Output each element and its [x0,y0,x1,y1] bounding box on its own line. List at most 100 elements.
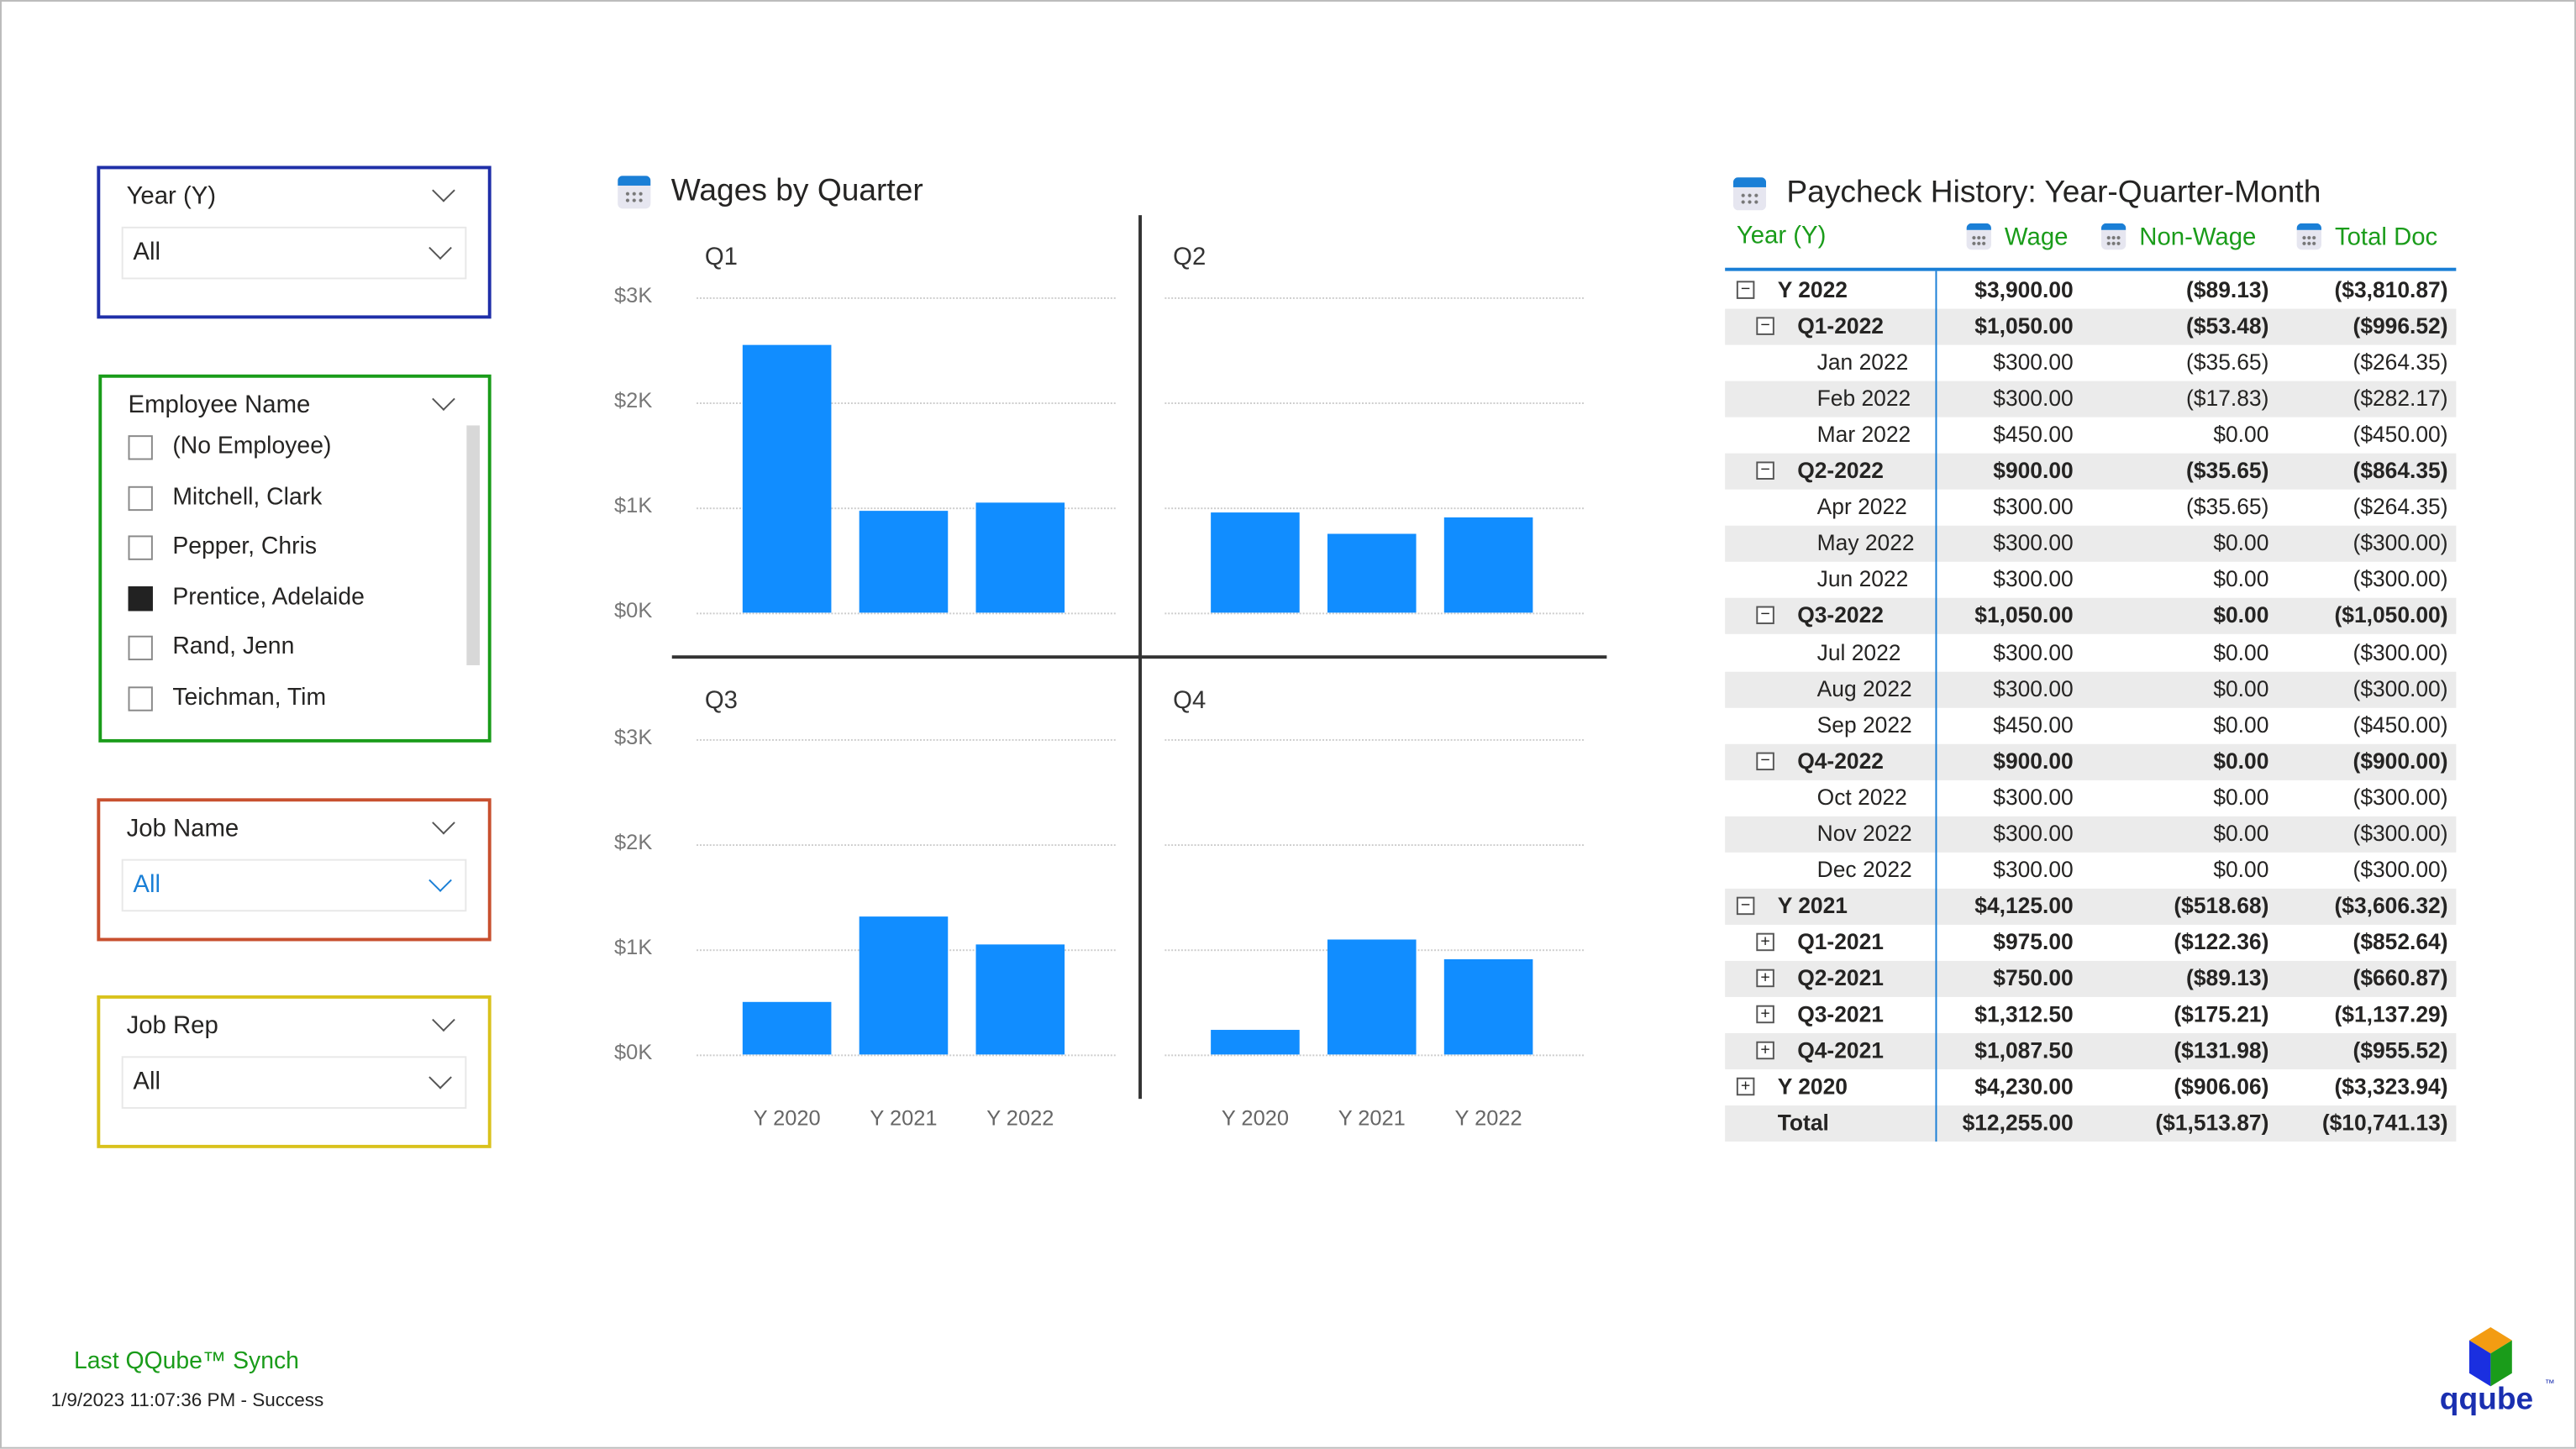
row-header-divider [1935,270,1937,1142]
y-tick-label: $0K [614,1039,653,1065]
row-label: Y 2022 [1777,277,1848,302]
job-rep-dropdown[interactable]: All [121,1056,467,1109]
year-dropdown[interactable]: All [121,226,467,280]
y-tick-label: $2K [614,387,653,412]
column-header-year[interactable]: Year (Y) [1736,221,1827,250]
bar-Q4-Y2022[interactable] [1443,959,1533,1055]
collapse-icon[interactable]: − [1756,461,1774,480]
gridline [697,844,1116,847]
bar-Q2-Y2021[interactable] [1327,533,1417,613]
cell-total: ($852.64) [2353,929,2448,954]
panel-label: Q2 [1173,243,1207,271]
column-header-wage[interactable]: Wage [1966,222,2068,250]
matrix-row: − Q3-2022 $1,050.00 $0.00 ($1,050.00) [1725,598,2457,635]
collapse-icon[interactable]: − [1756,751,1774,770]
cell-total: ($900.00) [2353,748,2448,774]
job-name-dropdown[interactable]: All [121,858,467,912]
collapse-icon[interactable]: − [1736,896,1755,915]
y-tick-label: $3K [614,724,653,749]
matrix-header: Paycheck History: Year-Quarter-Month [1732,176,2321,212]
cell-wage: $4,125.00 [1974,893,2074,918]
matrix-row: May 2022 $300.00 $0.00 ($300.00) [1725,526,2457,563]
cell-nonwage: ($518.68) [2174,893,2269,918]
employee-option-label: Teichman, Tim [172,685,327,711]
matrix-row: + Q4-2021 $1,087.50 ($131.98) ($955.52) [1725,1033,2457,1070]
bar-Q3-Y2020[interactable] [742,1001,832,1055]
y-tick-label: $1K [614,492,653,517]
job-name-dropdown-value: All [133,870,160,899]
cell-nonwage: $0.00 [2213,567,2269,592]
cell-nonwage: $0.00 [2213,675,2269,701]
cell-nonwage: ($53.48) [2186,313,2269,339]
bar-Q3-Y2022[interactable] [975,943,1065,1055]
expand-icon[interactable]: + [1736,1077,1755,1096]
cell-nonwage: $0.00 [2213,748,2269,774]
row-label: Q1-2022 [1797,313,1884,339]
column-header-total[interactable]: Total Doc [2296,222,2437,250]
collapse-icon[interactable]: − [1756,317,1774,335]
bar-Q2-Y2020[interactable] [1211,512,1300,613]
expand-icon[interactable]: + [1756,1005,1774,1024]
cell-total: ($300.00) [2353,675,2448,701]
cell-wage: $300.00 [1993,785,2074,810]
checkbox[interactable] [128,535,153,561]
chevron-down-icon[interactable] [432,811,455,835]
cell-nonwage: ($35.65) [2186,349,2269,375]
y-tick-label: $3K [614,282,653,307]
cell-total: ($264.35) [2353,495,2448,520]
expand-icon[interactable]: + [1756,1041,1774,1060]
cell-wage: $300.00 [1993,857,2074,882]
year-slicer-title: Year (Y) [126,182,217,211]
matrix-row: Nov 2022 $300.00 $0.00 ($300.00) [1725,816,2457,853]
checkbox[interactable] [128,435,153,460]
x-tick-label: Y 2020 [1221,1105,1289,1131]
bar-Q1-Y2020[interactable] [742,344,832,613]
cell-wage: $300.00 [1993,821,2074,846]
bar-Q2-Y2022[interactable] [1443,517,1533,613]
bar-Q1-Y2021[interactable] [859,510,949,613]
cell-total: ($282.17) [2353,386,2448,412]
gridline [1164,1054,1585,1057]
matrix-row: Mar 2022 $450.00 $0.00 ($450.00) [1725,417,2456,454]
cell-wage: $450.00 [1993,422,2074,448]
employee-slicer: Employee Name (No Employee) Mitchell, Cla… [98,374,492,743]
cell-nonwage: $0.00 [2213,603,2269,628]
x-tick-label: Y 2020 [753,1105,821,1131]
collapse-icon[interactable]: − [1736,281,1755,299]
matrix-row: Dec 2022 $300.00 $0.00 ($300.00) [1725,852,2456,888]
chevron-down-icon[interactable] [432,1008,455,1032]
bar-Q3-Y2021[interactable] [859,916,949,1055]
column-header-nonwage[interactable]: Non-Wage [2100,222,2256,250]
matrix-title: Paycheck History: Year-Quarter-Month [1786,176,2321,211]
chevron-down-icon [428,869,452,892]
checkbox[interactable] [128,585,153,612]
wages-chart-title: Wages by Quarter [670,174,923,209]
expand-icon[interactable]: + [1756,969,1774,988]
matrix-row: + Q3-2021 $1,312.50 ($175.21) ($1,137.29) [1725,997,2456,1033]
gridline [697,402,1116,405]
checkbox[interactable] [128,486,153,511]
row-label: Oct 2022 [1816,785,1907,810]
cell-total: ($3,606.32) [2334,893,2448,918]
cell-nonwage: ($1,513.87) [2155,1110,2269,1136]
row-label: Feb 2022 [1816,386,1911,412]
bar-Q4-Y2020[interactable] [1211,1030,1300,1055]
gridline [1164,507,1585,510]
cell-wage: $1,050.00 [1974,603,2074,628]
collapse-icon[interactable]: − [1756,606,1774,625]
bar-Q4-Y2021[interactable] [1327,940,1417,1055]
job-rep-slicer-title: Job Rep [126,1011,218,1040]
cell-total: ($996.52) [2353,313,2448,339]
matrix-row: + Q1-2021 $975.00 ($122.36) ($852.64) [1725,925,2456,961]
scrollbar[interactable] [466,425,480,665]
cell-nonwage: $0.00 [2213,639,2269,664]
expand-icon[interactable]: + [1756,932,1774,951]
chevron-down-icon[interactable] [432,387,455,411]
checkbox[interactable] [128,686,153,711]
matrix-row: − Q4-2022 $900.00 $0.00 ($900.00) [1725,743,2457,780]
checkbox[interactable] [128,636,153,661]
row-label: Mar 2022 [1816,422,1911,448]
chevron-down-icon[interactable] [432,178,455,202]
bar-Q1-Y2022[interactable] [975,501,1065,613]
